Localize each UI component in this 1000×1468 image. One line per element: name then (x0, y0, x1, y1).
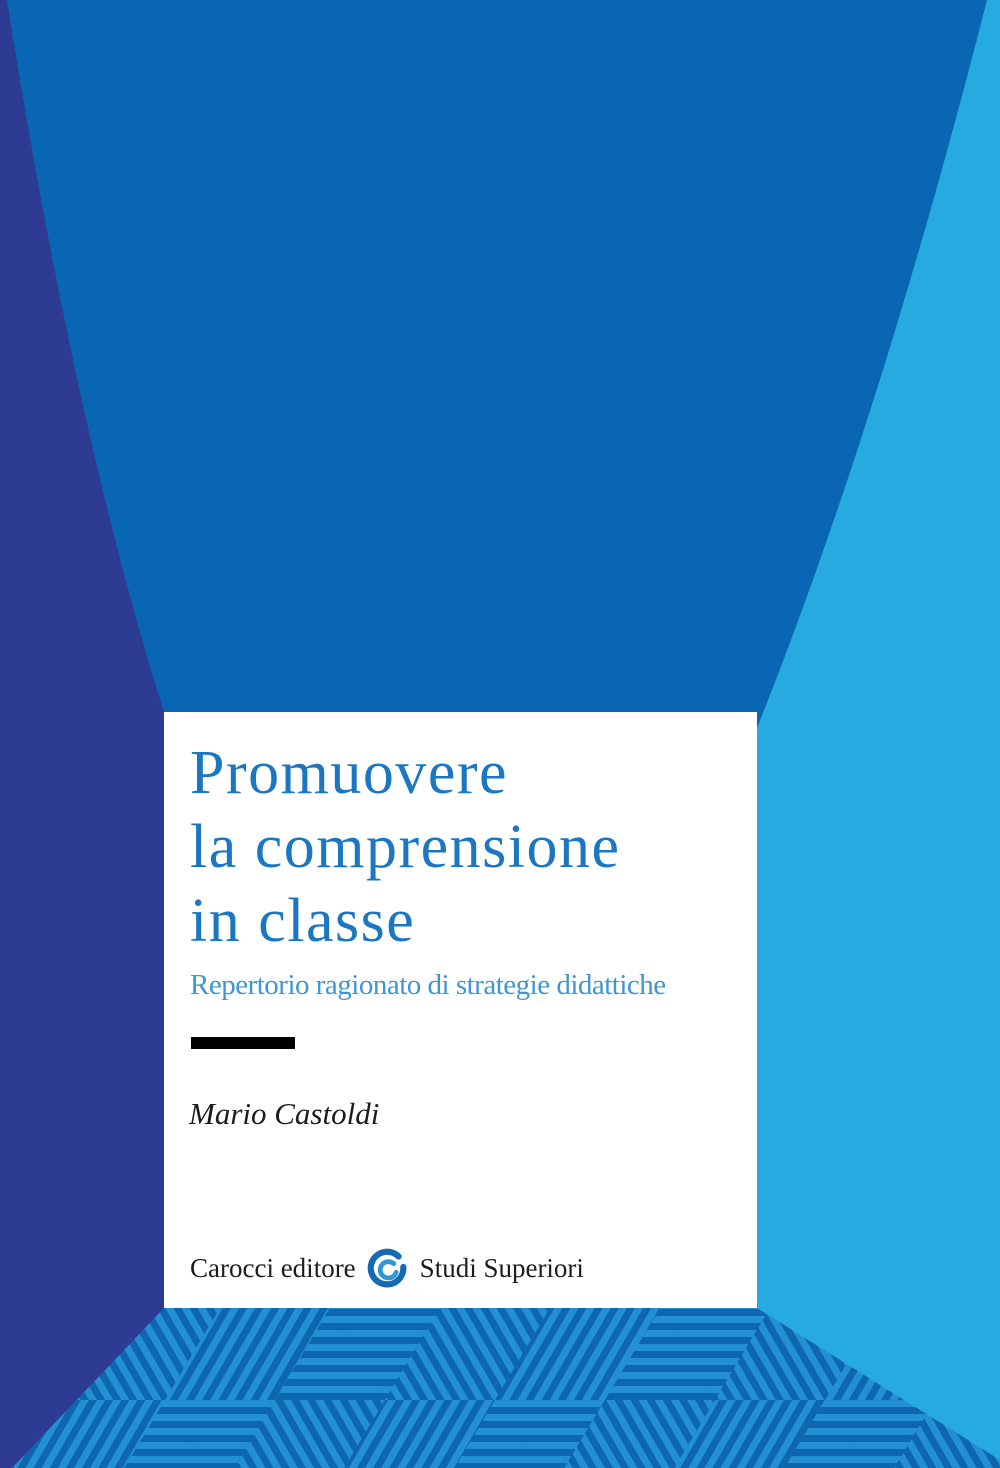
book-title: Promuovere la comprensione in classe (190, 736, 621, 958)
title-line: in classe (190, 887, 416, 955)
right-wall (757, 0, 1000, 1460)
left-wall (0, 0, 164, 1468)
author-name: Mario Castoldi (189, 1096, 380, 1131)
publisher-name: Carocci editore (190, 1252, 356, 1283)
series-name: Studi Superiori (419, 1252, 584, 1283)
carocci-at-icon (367, 1248, 407, 1288)
title-line: la comprensione (190, 813, 621, 881)
title-line: Promuovere (190, 739, 509, 807)
book-subtitle: Repertorio ragionato di strategie didatt… (190, 969, 666, 1001)
divider-rule (191, 1037, 295, 1049)
title-panel: Promuovere la comprensione in classe Rep… (164, 712, 757, 1308)
publisher-row: Carocci editore Studi Superiori (190, 1244, 584, 1292)
